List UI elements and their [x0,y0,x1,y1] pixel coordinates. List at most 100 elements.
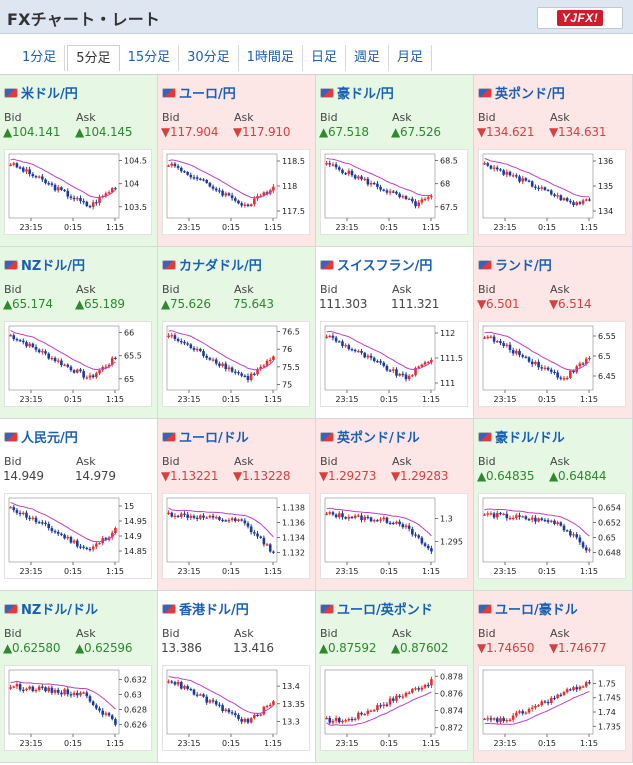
y-tick-label: 68.5 [440,157,458,166]
bid-value: ▲65.174 [3,297,53,311]
mini-chart[interactable]: 104.5 104 103.5 23:15 0:15 1:15 [4,149,152,235]
chart-frame [324,325,436,391]
bid-value: 111.303 [319,297,368,311]
rate-card: 豪ドル/円 Bid Ask ▲67.518 ▲67.526 68.5 68 67.5 23:15… [316,75,474,247]
pair-link[interactable]: 米ドル/円 [4,83,78,102]
candle-body [565,377,569,380]
candle-body [521,711,525,714]
bid-value: ▲0.64835 [477,469,535,483]
candle-body [489,165,493,169]
ask-label: Ask [234,111,254,124]
pair-name: 豪ドル/円 [337,87,394,102]
candle-body [208,515,212,518]
tab-daily[interactable]: 日足 [303,45,346,71]
candle-body [37,522,41,524]
candle-body [41,351,44,353]
pair-link[interactable]: NZドル/ドル [4,599,98,618]
candle-body [388,191,392,193]
mini-chart[interactable]: 112 111.5 111 23:15 0:15 1:15 [320,321,468,407]
pair-link[interactable]: 人民元/円 [4,427,78,446]
pair-link[interactable]: カナダドル/円 [162,255,262,274]
pair-link[interactable]: ユーロ/豪ドル [478,599,578,618]
tab-15min[interactable]: 15分足 [120,45,180,71]
moving-average-line [168,507,274,538]
mini-chart[interactable]: 0.632 0.63 0.628 0.626 23:15 0:15 1:15 [4,665,152,751]
candle-body [104,538,108,540]
chart-frame [166,497,278,563]
candle-body [72,370,76,373]
mini-chart[interactable]: 15 14.95 14.9 14.85 23:15 0:15 1:15 [4,493,152,579]
candle-body [549,697,553,703]
mini-chart[interactable]: 136 135 134 23:15 0:15 1:15 [478,149,626,235]
pair-link[interactable]: ユーロ/英ポンド [320,599,433,618]
x-tick-label: 23:15 [493,223,516,232]
tab-weekly[interactable]: 週足 [346,45,389,71]
yjfx-logo[interactable]: YJFX! [537,7,623,29]
pair-name: 香港ドル/円 [179,603,249,618]
tab-1min[interactable]: 1分足 [14,45,66,71]
pair-link[interactable]: NZドル/円 [4,255,85,274]
pair-link[interactable]: ユーロ/ドル [162,427,249,446]
candle-body [63,364,66,366]
candle-body [407,375,411,380]
candle-body [395,695,398,701]
pair-link[interactable]: スイスフラン/円 [320,255,432,274]
candlestick-chart: 13.4 13.35 13.3 23:15 0:15 1:15 [166,669,305,748]
candle-body [411,528,414,535]
mini-chart[interactable]: 76.5 76 75.5 75 23:15 0:15 1:15 [162,321,310,407]
candle-body [578,363,582,367]
tab-monthly[interactable]: 月足 [389,45,432,71]
y-tick-label: 0.626 [124,721,147,730]
ask-value: 75.643 [233,297,274,311]
mini-chart[interactable]: 1.75 1.745 1.74 1.735 23:15 0:15 1:15 [478,665,626,751]
candle-body [249,204,253,207]
y-tick-label: 1.134 [282,534,305,543]
pair-link[interactable]: 豪ドル/円 [320,83,394,102]
candle-body [246,718,250,723]
y-tick-label: 0.872 [440,724,463,733]
candle-body [423,198,427,201]
candle-body [63,189,66,192]
tab-1hour[interactable]: 1時間足 [239,45,303,71]
tab-5min[interactable]: 5分足 [67,45,120,71]
pair-link[interactable]: ユーロ/円 [162,83,236,102]
candle-body [495,718,499,722]
candle-body [578,537,582,543]
candle-body [347,718,351,721]
candle-body [372,710,376,712]
pair-link[interactable]: 香港ドル/円 [162,599,249,618]
candle-body [243,375,247,377]
pair-link[interactable]: 英ポンド/ドル [320,427,420,446]
x-tick-label: 1:15 [422,567,440,576]
candle-body [60,533,63,535]
candle-body [363,714,367,716]
ask-label: Ask [550,455,570,468]
candle-body [107,192,111,194]
candle-body [414,367,417,376]
candle-body [325,163,328,165]
candle-body [411,198,414,202]
pair-link[interactable]: 英ポンド/円 [478,83,565,102]
mini-chart[interactable]: 13.4 13.35 13.3 23:15 0:15 1:15 [162,665,310,751]
mini-chart[interactable]: 1.138 1.136 1.134 1.132 23:15 0:15 1:15 [162,493,310,579]
candlestick-chart: 66 65.5 65 23:15 0:15 1:15 [8,325,142,404]
candle-body [572,534,575,536]
mini-chart[interactable]: 0.654 0.652 0.65 0.648 23:15 0:15 1:15 [478,493,626,579]
candle-body [37,349,41,353]
mini-chart[interactable]: 1.3 1.295 23:15 0:15 1:15 [320,493,468,579]
flag-icon [4,87,18,98]
candle-body [256,533,259,537]
candle-body [28,169,31,175]
mini-chart[interactable]: 118.5 118 117.5 23:15 0:15 1:15 [162,149,310,235]
mini-chart[interactable]: 68.5 68 67.5 23:15 0:15 1:15 [320,149,468,235]
candle-body [272,701,275,705]
tab-30min[interactable]: 30分足 [179,45,239,71]
pair-link[interactable]: ランド/円 [478,255,552,274]
candlestick-chart: 15 14.95 14.9 14.85 23:15 0:15 1:15 [8,497,147,576]
candle-body [202,351,205,356]
mini-chart[interactable]: 0.878 0.876 0.874 0.872 23:15 0:15 1:15 [320,665,468,751]
mini-chart[interactable]: 66 65.5 65 23:15 0:15 1:15 [4,321,152,407]
candle-body [515,712,518,716]
mini-chart[interactable]: 6.55 6.5 6.45 23:15 0:15 1:15 [478,321,626,407]
pair-link[interactable]: 豪ドル/ドル [478,427,565,446]
